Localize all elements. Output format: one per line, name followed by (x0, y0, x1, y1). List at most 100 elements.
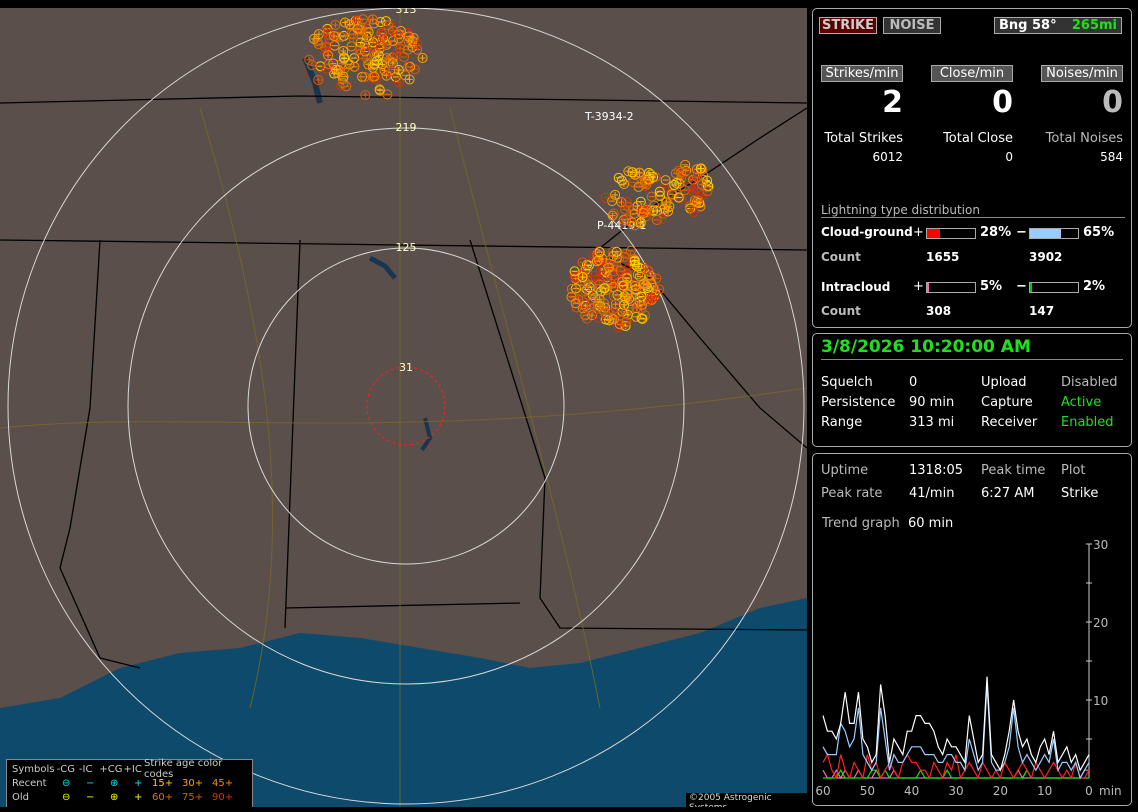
legend-header: Strike age color codes (143, 758, 223, 780)
strike-marker (338, 46, 349, 57)
trend-series-line (822, 684, 1090, 780)
status-k2: Upload (981, 375, 1027, 390)
strike-marker (641, 179, 652, 190)
strike-marker (589, 270, 600, 281)
close-per-min-button[interactable]: Close/min (931, 65, 1013, 82)
pos-ic-count: 308 (926, 304, 952, 318)
minus-sign: − (1016, 225, 1027, 240)
strike-marker (613, 311, 624, 322)
strike-marker (304, 54, 315, 65)
strike-marker (375, 40, 386, 51)
strike-marker (702, 186, 713, 197)
strikes-per-min-button[interactable]: Strikes/min (821, 65, 903, 82)
strike-marker (391, 28, 402, 39)
trend-graph: 10 20 30 60 50 40 30 20 10 0 min (815, 538, 1122, 798)
strike-marker (620, 307, 631, 318)
x-axis-label: min (1099, 784, 1122, 798)
strike-marker (373, 50, 384, 61)
peak-time-value: 6:27 AM (981, 486, 1035, 501)
noise-button[interactable]: NOISE (883, 17, 941, 34)
strike-stats-panel: STRIKE NOISE Bng 58° 265mi Strikes/min C… (812, 8, 1132, 328)
strike-marker (388, 64, 399, 75)
pos-ic-bar (926, 282, 976, 293)
strike-marker (367, 14, 378, 25)
strike-marker (391, 48, 402, 59)
x-tick-label: 50 (860, 784, 875, 798)
strike-marker (646, 271, 657, 282)
strike-marker (344, 19, 355, 30)
peak-rate-value: 41/min (909, 486, 955, 501)
pos-ic-pct: 5% (980, 279, 1003, 294)
strike-marker (367, 60, 378, 71)
strike-marker (608, 208, 619, 219)
strike-marker (332, 68, 343, 79)
rivers-roads (0, 8, 807, 807)
legend-header: +IC (123, 763, 142, 775)
close-per-min-value: 0 (992, 85, 1013, 120)
strike-marker (354, 45, 365, 56)
lightning-map[interactable]: 31 125 219 313 T-3934-2 P-4419-1 Symbols… (0, 8, 807, 807)
neg-ic-count: 147 (1029, 304, 1055, 318)
pos-cg-icon: ⊕ (110, 791, 119, 803)
strike-marker (613, 172, 624, 183)
noises-per-min-button[interactable]: Noises/min (1041, 65, 1123, 82)
neg-ic-pct: 2% (1083, 279, 1106, 294)
strike-marker (689, 175, 700, 186)
copyright: ©2005 Astrogenic Systems (686, 793, 807, 807)
total-noises-label: Total Noises (1045, 131, 1123, 146)
strike-marker (629, 220, 640, 231)
strike-marker (659, 203, 670, 214)
trend-label: Trend graph (822, 516, 900, 531)
strike-button[interactable]: STRIKE (819, 17, 877, 34)
uptime-label: Uptime (821, 463, 869, 478)
strike-marker (364, 36, 375, 47)
x-tick-label: 20 (993, 784, 1008, 798)
strike-marker (374, 84, 385, 95)
strike-marker (654, 186, 665, 197)
ic-label: Intracloud (821, 280, 891, 294)
legend-old-label: Old (12, 791, 29, 803)
pos-ic-icon: + (134, 777, 143, 789)
x-tick-label: 10 (1037, 784, 1052, 798)
range-ring-219 (127, 127, 685, 685)
neg-cg-pct: 65% (1083, 225, 1115, 240)
strike-marker (607, 210, 618, 221)
strike-marker (339, 53, 350, 64)
status-panel: 3/8/2026 10:20:00 AM Squelch 0 Upload Disab… (812, 333, 1132, 447)
plot-label: Plot (1061, 463, 1086, 478)
range-ring-313 (7, 8, 805, 805)
trend-series-line (822, 753, 1090, 780)
strike-marker (359, 71, 370, 82)
status-v: 0 (909, 375, 918, 390)
legend-header: -CG (56, 763, 75, 775)
strike-marker (656, 214, 667, 225)
status-v2: Disabled (1061, 375, 1118, 390)
strike-marker (346, 41, 357, 52)
strike-marker (336, 32, 347, 43)
strike-marker (664, 201, 675, 212)
datetime: 3/8/2026 10:20:00 AM (821, 337, 1123, 360)
count-label: Count (821, 304, 861, 318)
bearing-readout: Bng 58° 265mi (994, 17, 1122, 34)
strike-marker (621, 248, 632, 259)
strike-marker (648, 172, 659, 183)
strike-marker (697, 179, 708, 190)
strike-marker (618, 179, 629, 190)
status-v2: Enabled (1061, 415, 1114, 430)
plot-value[interactable]: Strike (1061, 486, 1099, 501)
strike-marker (309, 33, 320, 44)
gulf-of-mexico (0, 598, 807, 807)
strike-marker (315, 61, 326, 72)
strike-marker (338, 71, 349, 82)
strike-marker (403, 31, 414, 42)
age-code: 60+ (152, 791, 174, 803)
strike-marker (607, 196, 618, 207)
ring-label-31: 31 (399, 361, 413, 374)
strike-marker (591, 256, 602, 267)
strike-marker (636, 313, 647, 324)
strike-marker (376, 27, 387, 38)
strike-marker (352, 23, 363, 34)
status-v2: Active (1061, 395, 1102, 410)
strike-marker (321, 47, 332, 58)
strike-marker (323, 50, 334, 61)
